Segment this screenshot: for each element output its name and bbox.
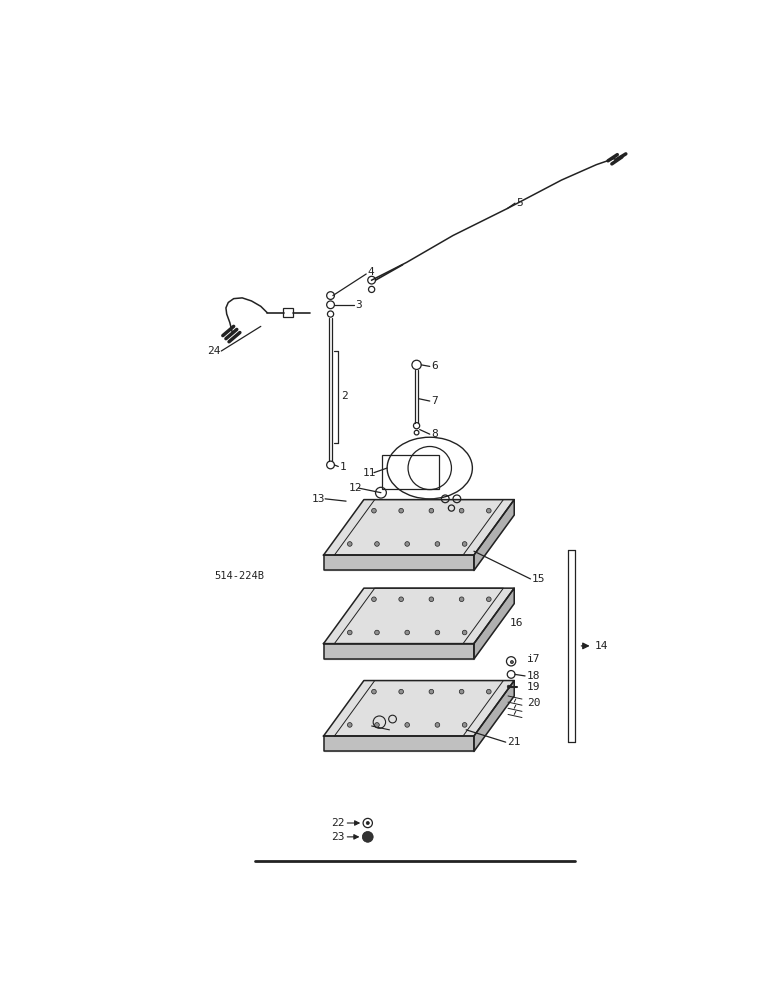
Text: 12: 12 <box>349 483 363 493</box>
Polygon shape <box>323 644 474 659</box>
Circle shape <box>429 689 434 694</box>
Circle shape <box>435 630 440 635</box>
Text: 22: 22 <box>331 818 345 828</box>
Circle shape <box>366 821 369 825</box>
Polygon shape <box>323 736 474 751</box>
Circle shape <box>374 630 379 635</box>
Circle shape <box>510 661 513 664</box>
Polygon shape <box>474 681 514 751</box>
Text: 514-224B: 514-224B <box>215 571 264 581</box>
Circle shape <box>374 542 379 546</box>
Circle shape <box>347 723 352 727</box>
Circle shape <box>486 597 491 602</box>
Circle shape <box>405 542 409 546</box>
Circle shape <box>507 685 510 688</box>
Text: i7: i7 <box>527 654 540 664</box>
Polygon shape <box>323 588 514 644</box>
Text: 20: 20 <box>527 698 540 708</box>
Text: 1: 1 <box>340 462 347 472</box>
Polygon shape <box>323 500 514 555</box>
Polygon shape <box>323 555 474 570</box>
Text: 19: 19 <box>527 682 540 692</box>
Circle shape <box>371 689 376 694</box>
Circle shape <box>347 630 352 635</box>
Text: 8: 8 <box>432 429 438 439</box>
Text: 5: 5 <box>516 198 523 208</box>
Circle shape <box>405 630 409 635</box>
Circle shape <box>435 723 440 727</box>
Polygon shape <box>474 588 514 659</box>
Text: 24: 24 <box>208 346 221 356</box>
Circle shape <box>399 597 404 602</box>
Circle shape <box>435 542 440 546</box>
Text: 21: 21 <box>507 737 521 747</box>
Circle shape <box>462 542 467 546</box>
Circle shape <box>362 831 373 842</box>
Text: 14: 14 <box>594 641 608 651</box>
Text: 6: 6 <box>432 361 438 371</box>
Circle shape <box>486 508 491 513</box>
Circle shape <box>486 689 491 694</box>
Polygon shape <box>323 681 514 736</box>
Circle shape <box>399 508 404 513</box>
Text: 3: 3 <box>355 300 362 310</box>
Text: 23: 23 <box>331 832 345 842</box>
Circle shape <box>459 597 464 602</box>
Circle shape <box>459 508 464 513</box>
Text: 15: 15 <box>532 574 546 584</box>
Text: 7: 7 <box>432 396 438 406</box>
Circle shape <box>371 597 376 602</box>
Circle shape <box>347 542 352 546</box>
Text: 4: 4 <box>367 267 374 277</box>
Text: 2: 2 <box>340 391 347 401</box>
Text: 11: 11 <box>363 468 377 478</box>
Text: 16: 16 <box>510 618 523 628</box>
Circle shape <box>459 689 464 694</box>
Circle shape <box>462 630 467 635</box>
Circle shape <box>429 597 434 602</box>
Circle shape <box>405 723 409 727</box>
Text: 13: 13 <box>312 494 326 504</box>
Circle shape <box>462 723 467 727</box>
Circle shape <box>371 508 376 513</box>
Polygon shape <box>474 500 514 570</box>
Text: 18: 18 <box>527 671 540 681</box>
Circle shape <box>374 723 379 727</box>
Circle shape <box>429 508 434 513</box>
Circle shape <box>399 689 404 694</box>
